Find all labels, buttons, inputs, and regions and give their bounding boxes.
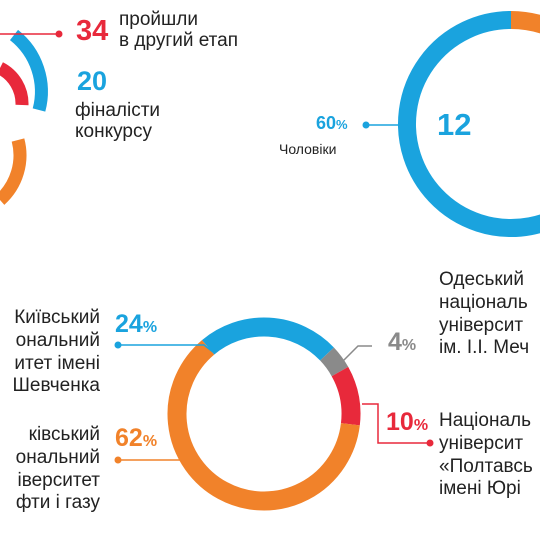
odesa-line-1: Одеський: [439, 269, 524, 290]
poltava-pct-value: 10: [386, 408, 414, 436]
finalists-label-line2: конкурсу: [75, 121, 152, 143]
gender-slice-1: [510, 11, 540, 34]
university-slice-1: [319, 347, 349, 377]
gender-slice-0: [398, 11, 540, 237]
ivano-pct-value: 62: [115, 424, 143, 452]
poltava-line-1: Національ: [439, 410, 532, 431]
ivano-pct: 62%: [115, 424, 157, 452]
stage-arcs: [0, 29, 63, 205]
kyiv-line-1: Київський: [14, 307, 100, 328]
kyiv-line-4: Шевченка: [12, 375, 100, 397]
kyiv-university-label: Київський ональний итет імені Шевченка: [13, 307, 100, 398]
kyiv-leader: [118, 344, 214, 353]
odesa-pct: 4%: [388, 328, 416, 356]
finalists-label: фіналісти конкурсу: [75, 100, 160, 143]
odesa-pct-value: 4: [388, 328, 402, 356]
university-slice-2: [331, 366, 361, 426]
poltava-line-2: університ: [439, 432, 524, 454]
ivano-leader-dot: [114, 456, 122, 464]
odesa-line-4: ім. І.І. Меч: [439, 337, 530, 359]
second-stage-label-line1: пройшли: [119, 9, 198, 30]
kyiv-leader-dot: [114, 341, 122, 349]
men-pct: 60%: [316, 113, 348, 133]
odesa-line-3: університ: [439, 314, 524, 336]
kyiv-line-2: ональний: [15, 329, 100, 351]
poltava-leader: [362, 403, 430, 444]
university-leaders: [114, 341, 434, 464]
poltava-leader-dot: [426, 439, 434, 447]
second-stage-label: пройшли в другий етап: [119, 9, 238, 52]
kyiv-line-3: итет імені: [14, 352, 100, 374]
men-leader-dot: [362, 121, 370, 129]
poltava-university-label: Національ університ «Полтавсь імені Юрі: [439, 410, 533, 501]
ivano-line-2: ональний: [15, 446, 100, 468]
odesa-leader: [339, 345, 372, 365]
odesa-line-2: національ: [439, 291, 528, 313]
universities-donut: [167, 317, 361, 511]
kyiv-pct-unit: %: [142, 319, 158, 336]
university-slice-0: [201, 317, 334, 361]
finalists-value: 20: [77, 66, 108, 96]
first-stage-arc: [0, 138, 27, 205]
kyiv-pct: 24%: [115, 310, 157, 338]
second-stage-arc: [0, 62, 29, 106]
odesa-university-label: Одеський національ університ ім. І.І. Ме…: [439, 269, 529, 360]
poltava-pct-unit: %: [413, 417, 429, 434]
men-label: Чоловіки: [279, 141, 337, 157]
ivano-line-4: фти і газу: [15, 492, 100, 514]
ivano-university-label: ківський ональний іверситет фти і газу: [16, 424, 100, 515]
gender-center-value: 12: [437, 107, 472, 142]
gender-donut: [398, 11, 540, 237]
second-stage-dot: [55, 30, 63, 38]
kyiv-pct-value: 24: [115, 310, 143, 338]
poltava-pct: 10%: [386, 408, 428, 436]
poltava-line-4: імені Юрі: [439, 478, 521, 500]
poltava-line-3: «Полтавсь: [439, 455, 533, 477]
ivano-line-3: іверситет: [17, 469, 100, 491]
odesa-pct-unit: %: [401, 337, 417, 354]
second-stage-label-line2: в другий етап: [119, 30, 239, 52]
university-slice-3: [167, 340, 360, 511]
ivano-pct-unit: %: [142, 433, 158, 450]
finalists-arc: [9, 29, 48, 112]
men-pct-value: 60: [316, 113, 337, 133]
men-pct-unit: %: [336, 117, 348, 132]
second-stage-value: 34: [76, 15, 109, 47]
ivano-line-1: ківський: [28, 424, 100, 445]
finalists-label-line1: фіналісти: [75, 100, 161, 121]
